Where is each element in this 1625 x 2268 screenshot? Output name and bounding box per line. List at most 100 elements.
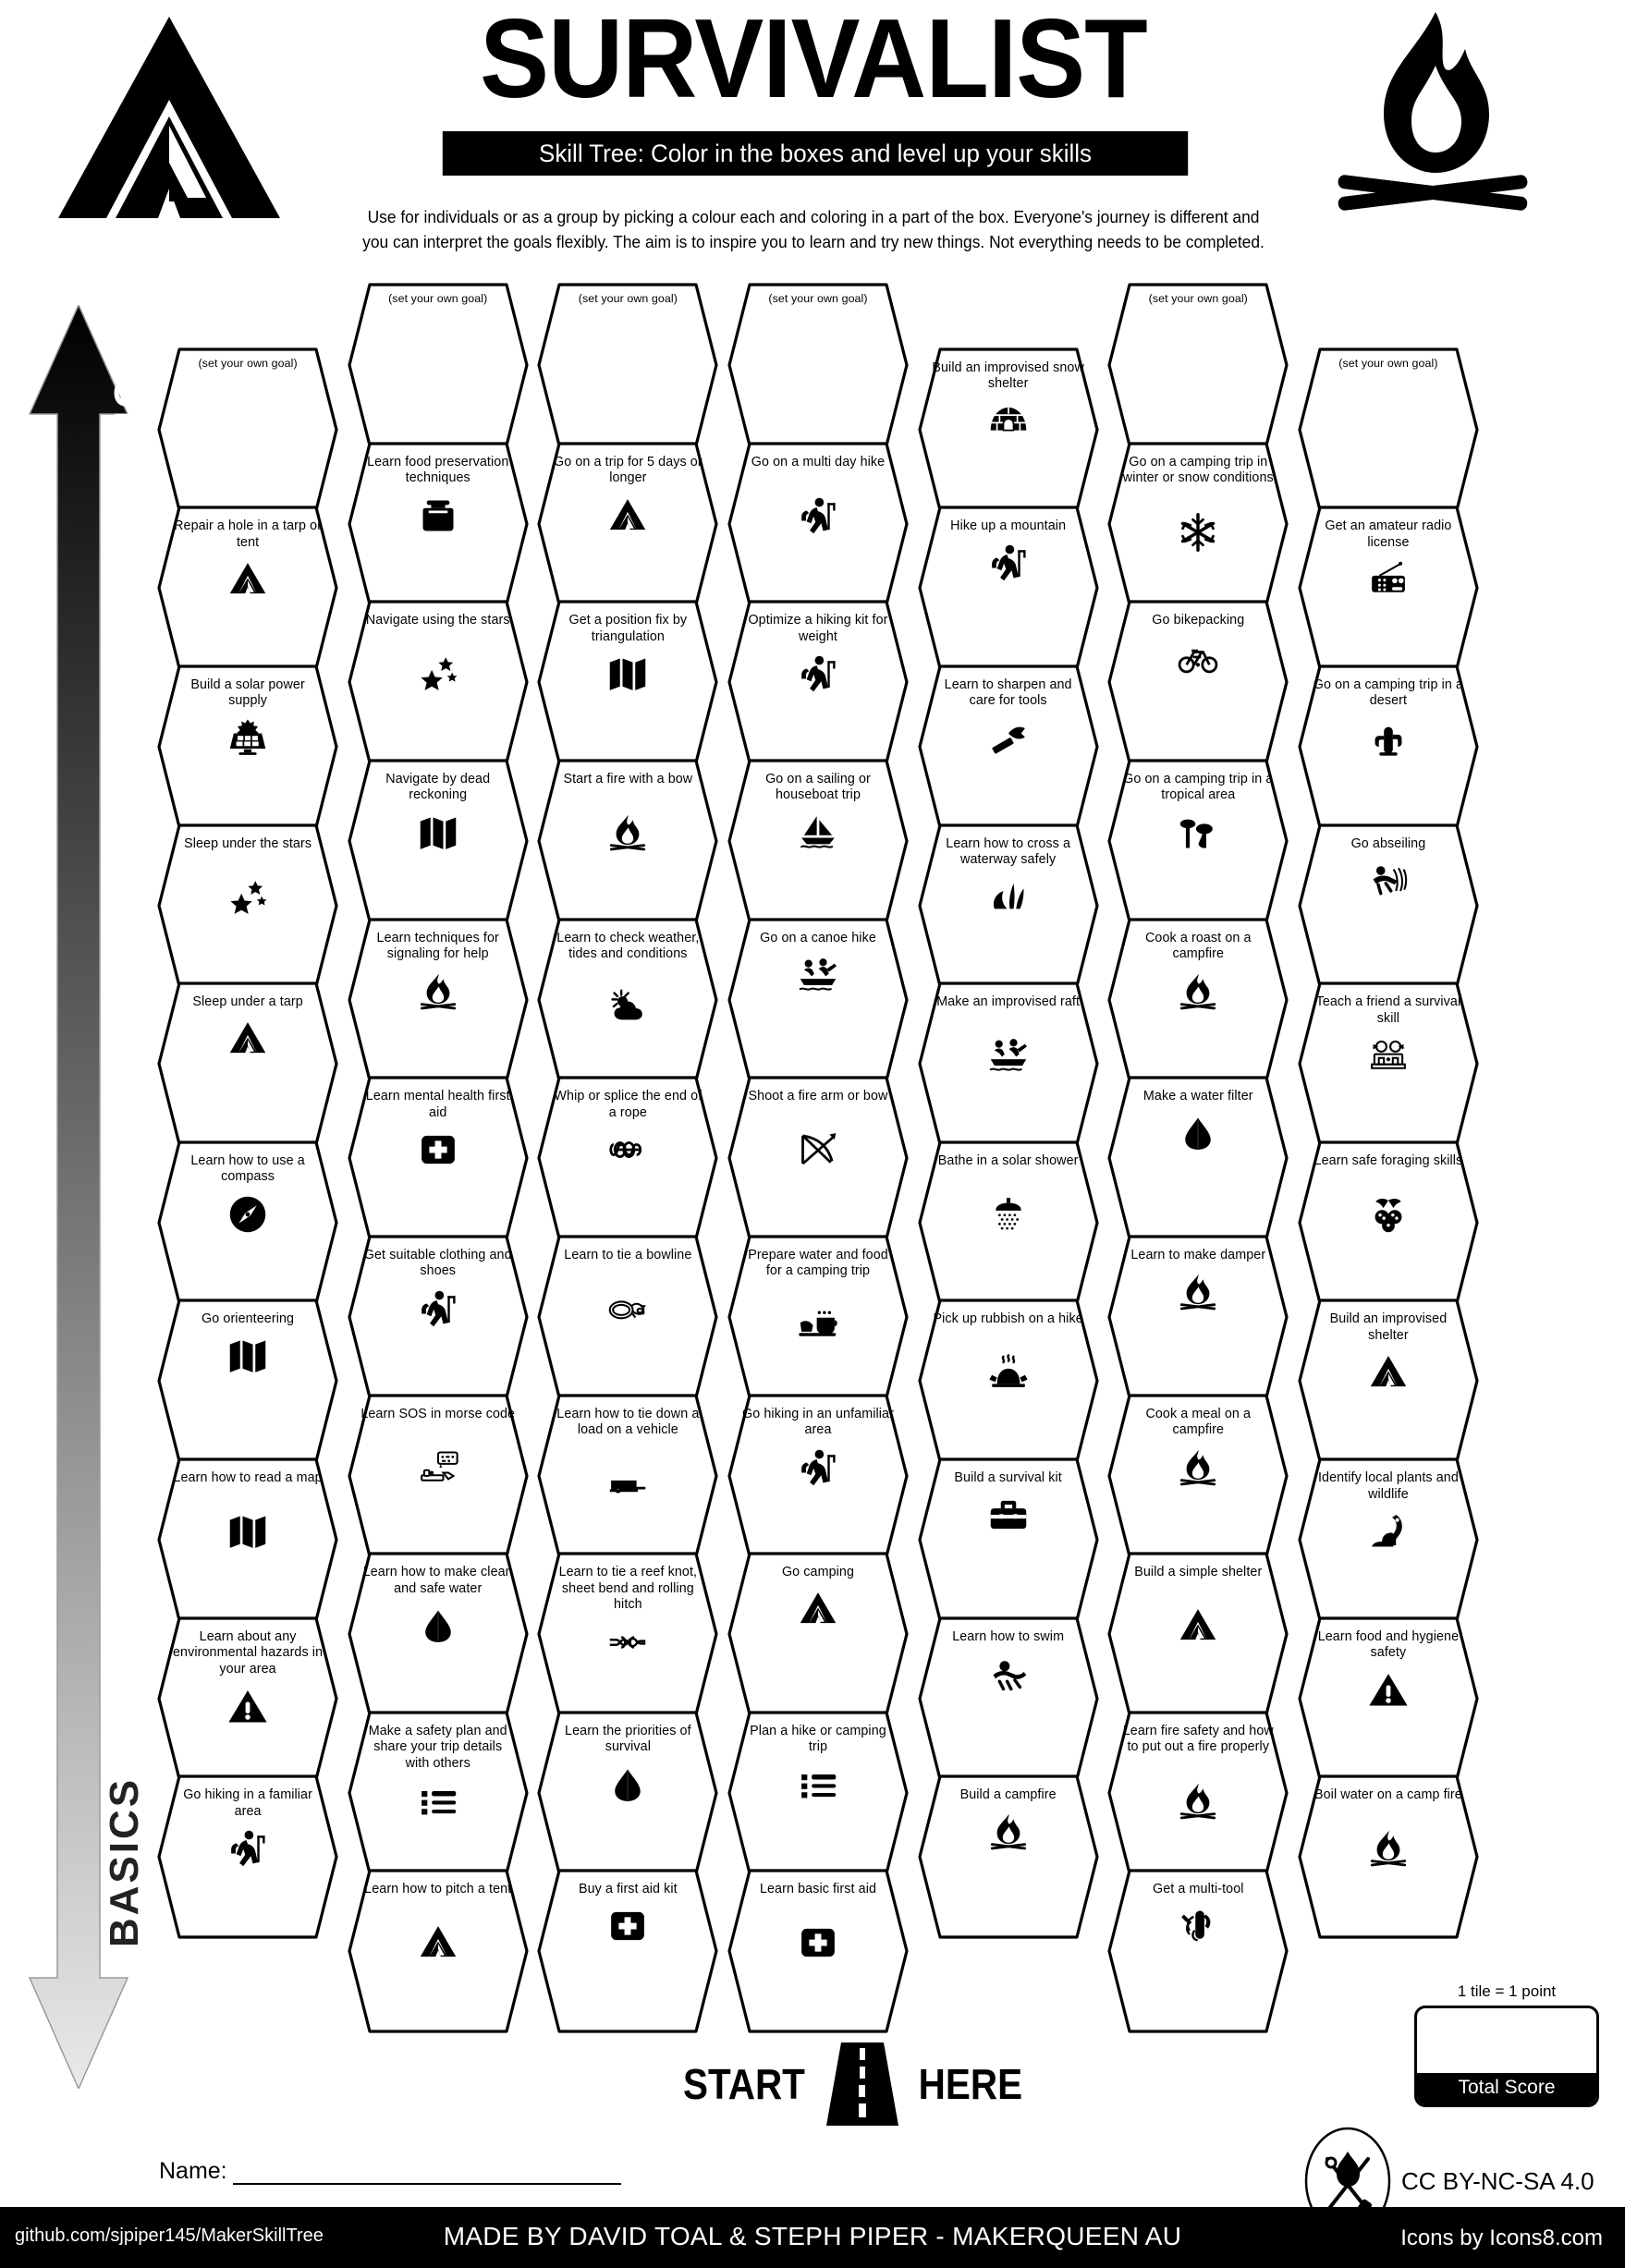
skill-tile[interactable]: Sleep under the stars xyxy=(157,823,338,988)
skill-tile-label: Build an improvised shelter xyxy=(1329,1311,1448,1343)
skill-tile[interactable]: Learn techniques for signaling for help xyxy=(348,918,529,1082)
skill-tile[interactable]: Go hiking in a familiar area xyxy=(157,1774,338,1939)
skill-tile[interactable]: Go on a camping trip in a tropical area xyxy=(1107,759,1289,923)
skill-tile-label: Get an amateur radio license xyxy=(1325,518,1452,550)
skill-tile[interactable]: Learn how to tie down a load on a vehicl… xyxy=(537,1393,718,1558)
stars-icon xyxy=(157,877,338,922)
skill-tile[interactable]: Cook a roast on a campfire xyxy=(1107,918,1289,1082)
food-icon xyxy=(727,1305,909,1350)
skill-tile[interactable]: Repair a hole in a tarp or tent xyxy=(157,506,338,670)
skill-tile[interactable]: Learn how to make clean and safe water xyxy=(348,1552,529,1716)
skill-tile[interactable]: Boil water on a camp fire xyxy=(1298,1774,1479,1939)
skill-tile[interactable]: Identify local plants and wildlife xyxy=(1298,1457,1479,1622)
skill-tile[interactable]: Go on a camping trip in winter or snow c… xyxy=(1107,442,1289,606)
skill-tile[interactable]: Build an improvised shelter xyxy=(1298,1299,1479,1464)
skill-tile[interactable]: Learn the priorities of survival xyxy=(537,1711,718,1875)
list-icon xyxy=(348,1781,529,1826)
skill-tile[interactable]: Learn how to read a map xyxy=(157,1457,338,1622)
skill-tile[interactable]: Shoot a fire arm or bow xyxy=(727,1076,909,1240)
skill-tile[interactable]: Go camping xyxy=(727,1552,909,1716)
skill-tile[interactable]: Navigate by dead reckoning xyxy=(348,759,529,923)
skill-tile-label: Optimize a hiking kit for weight xyxy=(748,613,888,644)
skill-tile[interactable]: Learn to tie a reef knot, sheet bend and… xyxy=(537,1552,718,1716)
skill-tile[interactable]: Learn safe foraging skills xyxy=(1298,1140,1479,1305)
skill-tile[interactable]: (set your own goal) xyxy=(537,283,718,447)
skill-tile[interactable]: Build a survival kit xyxy=(918,1457,1099,1622)
skill-tile-label: Go on a camping trip in winter or snow c… xyxy=(1122,454,1274,486)
skill-tile[interactable]: Hike up a mountain xyxy=(918,506,1099,670)
skill-tile[interactable]: Learn fire safety and how to put out a f… xyxy=(1107,1711,1289,1875)
skill-tile[interactable]: Go bikepacking xyxy=(1107,600,1289,764)
footer-icons-credit[interactable]: Icons by Icons8.com xyxy=(1400,2225,1603,2250)
skill-tile[interactable]: Learn mental health first aid xyxy=(348,1076,529,1240)
name-input[interactable] xyxy=(232,2161,621,2185)
skill-tile-label: Identify local plants and wildlife xyxy=(1317,1470,1459,1502)
skill-tile[interactable]: Go on a sailing or houseboat trip xyxy=(727,759,909,923)
first-aid-icon xyxy=(537,1906,718,1951)
total-score-box[interactable]: Total Score xyxy=(1414,2006,1599,2107)
skill-tile[interactable]: Make a water filter xyxy=(1107,1076,1289,1240)
skill-tile[interactable]: Go on a canoe hike xyxy=(727,918,909,1082)
footer-repo-link[interactable]: github.com/sjpiper145/MakerSkillTree xyxy=(15,2225,324,2246)
skill-tile[interactable]: Learn to tie a bowline xyxy=(537,1235,718,1399)
skill-tile[interactable]: Plan a hike or camping trip xyxy=(727,1711,909,1875)
skill-tile[interactable]: Get a multi-tool xyxy=(1107,1869,1289,2033)
skill-tile[interactable]: Go on a trip for 5 days or longer xyxy=(537,442,718,606)
skill-tile[interactable]: (set your own goal) xyxy=(1107,283,1289,447)
skill-tile[interactable]: Learn how to swim xyxy=(918,1616,1099,1781)
skill-tile[interactable]: Learn how to use a compass xyxy=(157,1140,338,1305)
skill-tile[interactable]: Learn basic first aid xyxy=(727,1869,909,2033)
skill-tile[interactable]: Teach a friend a survival skill xyxy=(1298,982,1479,1146)
skill-tile[interactable]: Get an amateur radio license xyxy=(1298,506,1479,670)
skill-tile[interactable]: Build a simple shelter xyxy=(1107,1552,1289,1716)
start-here-marker: START HERE xyxy=(675,2042,1030,2126)
radio-icon xyxy=(1298,559,1479,604)
skill-tile[interactable]: Build an improvised snow shelter xyxy=(918,348,1099,512)
skill-tile[interactable]: Start a fire with a bow xyxy=(537,759,718,923)
skill-tile[interactable]: Go hiking in an unfamiliar area xyxy=(727,1393,909,1558)
skill-tile[interactable]: Learn how to cross a waterway safely xyxy=(918,823,1099,988)
skill-tile[interactable]: Learn food and hygiene safety xyxy=(1298,1616,1479,1781)
score-value[interactable] xyxy=(1417,2008,1596,2073)
skill-tile[interactable]: Learn about any environmental hazards in… xyxy=(157,1616,338,1781)
skill-tile[interactable]: Pick up rubbish on a hike xyxy=(918,1299,1099,1464)
skill-tile[interactable]: Go orienteering xyxy=(157,1299,338,1464)
map-icon xyxy=(348,812,529,858)
skill-tile[interactable]: (set your own goal) xyxy=(1298,348,1479,512)
skill-tile[interactable]: Get suitable clothing and shoes xyxy=(348,1235,529,1399)
skill-tile[interactable]: Buy a first aid kit xyxy=(537,1869,718,2033)
skill-tile-label: Bathe in a solar shower xyxy=(937,1152,1079,1168)
skill-tile[interactable]: (set your own goal) xyxy=(157,348,338,512)
skill-tile-label: Get a multi-tool xyxy=(1153,1882,1244,1897)
droplet-icon xyxy=(348,1605,529,1651)
bow-icon xyxy=(727,1129,909,1175)
skill-tile[interactable]: Go on a multi day hike xyxy=(727,442,909,606)
campfire-icon xyxy=(537,812,718,858)
skill-tile[interactable]: Learn to sharpen and care for tools xyxy=(918,665,1099,829)
skill-tile[interactable]: Build a campfire xyxy=(918,1774,1099,1939)
skill-tile[interactable]: Cook a meal on a campfire xyxy=(1107,1393,1289,1558)
skill-tile[interactable]: Build a solar power supply xyxy=(157,665,338,829)
skill-tile-label: Whip or splice the end of a rope xyxy=(554,1089,703,1120)
skill-tile[interactable]: Navigate using the stars xyxy=(348,600,529,764)
skill-tile[interactable]: Make a safety plan and share your trip d… xyxy=(348,1711,529,1875)
skill-tile-label: Navigate by dead reckoning xyxy=(385,772,491,803)
skill-tile[interactable]: Go abseiling xyxy=(1298,823,1479,988)
skill-tile[interactable]: Whip or splice the end of a rope xyxy=(537,1076,718,1240)
skill-tile[interactable]: Prepare water and food for a camping tri… xyxy=(727,1235,909,1399)
skill-tile[interactable]: Make an improvised raft xyxy=(918,982,1099,1146)
skill-tile[interactable]: Go on a camping trip in a desert xyxy=(1298,665,1479,829)
skill-tile[interactable]: Bathe in a solar shower xyxy=(918,1140,1099,1305)
skill-tile[interactable]: Learn how to pitch a tent xyxy=(348,1869,529,2033)
skill-tile[interactable]: Learn to check weather, tides and condit… xyxy=(537,918,718,1082)
skill-tile[interactable]: Learn SOS in morse code xyxy=(348,1393,529,1558)
skill-tile[interactable]: Learn food preservation techniques xyxy=(348,442,529,606)
skill-tile[interactable]: (set your own goal) xyxy=(727,283,909,447)
skill-tile[interactable]: Optimize a hiking kit for weight xyxy=(727,600,909,764)
skill-tile[interactable]: Learn to make damper xyxy=(1107,1235,1289,1399)
skill-tile[interactable]: Sleep under a tarp xyxy=(157,982,338,1146)
footer-credit: MADE BY DAVID TOAL & STEPH PIPER - MAKER… xyxy=(443,2222,1182,2250)
skill-tile-label: Learn food and hygiene safety xyxy=(1317,1628,1460,1661)
skill-tile[interactable]: Get a position fix by triangulation xyxy=(537,600,718,764)
skill-tile[interactable]: (set your own goal) xyxy=(348,283,529,447)
